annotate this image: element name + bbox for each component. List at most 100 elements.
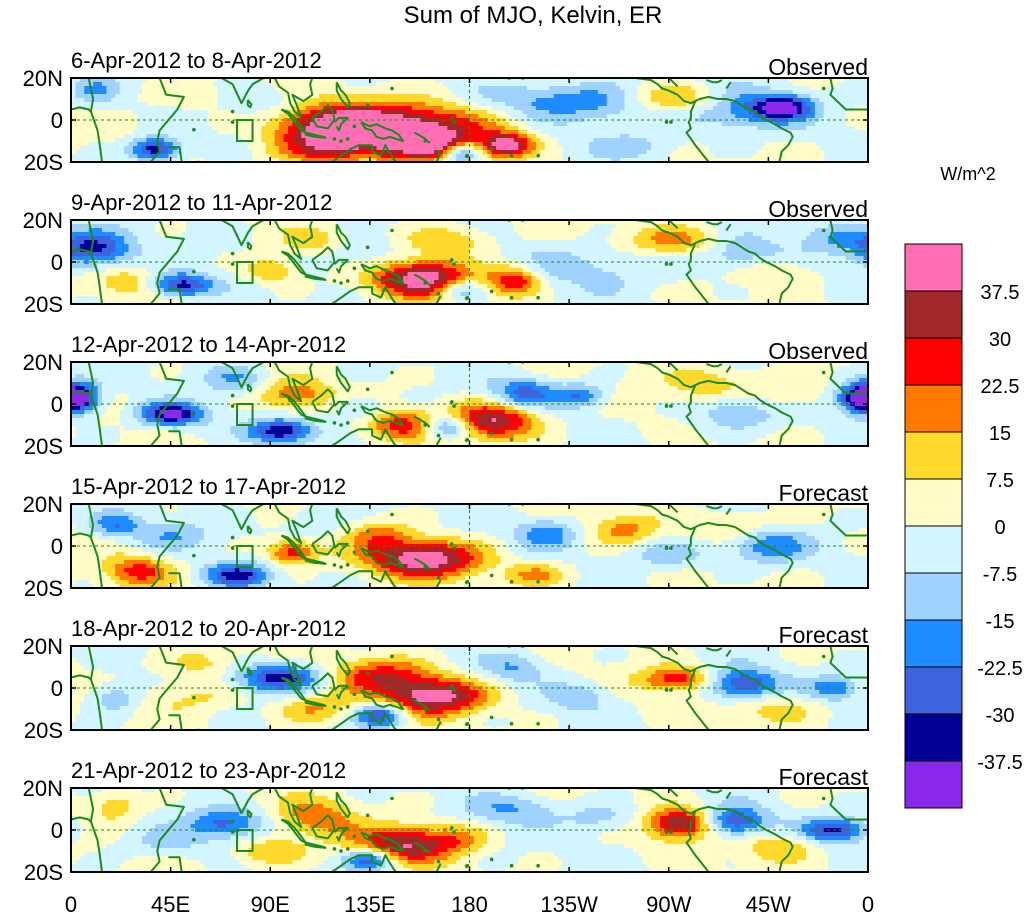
field-cell — [261, 138, 276, 143]
field-cell — [522, 150, 533, 155]
field-cell — [380, 154, 409, 159]
coastline — [221, 220, 265, 247]
field-cell — [336, 366, 400, 371]
field-cell — [442, 430, 457, 435]
field-cell — [181, 370, 209, 375]
field-cell — [190, 568, 201, 573]
field-cell — [274, 134, 285, 139]
field-cell — [504, 836, 599, 841]
field-cell — [141, 816, 178, 821]
field-cell — [708, 98, 723, 103]
field-cell — [221, 572, 254, 577]
field-cell — [469, 118, 488, 123]
field-cell — [823, 442, 868, 446]
field-cell — [491, 726, 497, 730]
field-cell — [389, 654, 409, 659]
field-cell — [398, 702, 404, 707]
field-cell — [150, 844, 192, 849]
field-cell — [287, 374, 311, 379]
field-cell — [349, 702, 373, 707]
field-cell — [487, 568, 506, 573]
field-cell — [531, 252, 572, 257]
field-cell — [403, 552, 444, 557]
field-cell — [566, 430, 643, 435]
field-cell — [407, 272, 440, 277]
field-cell — [208, 382, 254, 387]
field-cell — [509, 220, 705, 225]
field-cell — [473, 146, 484, 151]
field-cell — [71, 86, 77, 91]
field-cell — [447, 272, 462, 277]
field-cell — [434, 366, 524, 371]
field-cell — [708, 414, 772, 419]
field-cell — [646, 722, 829, 727]
coastline — [335, 507, 351, 535]
field-cell — [863, 248, 868, 253]
field-cell — [713, 540, 723, 545]
x-axis: 0 45E 90E 135E 180 135W 90W 45W 0 — [65, 892, 874, 917]
coastline — [321, 854, 398, 872]
island-dot — [821, 86, 826, 91]
field-cell — [372, 572, 386, 577]
field-cell — [806, 836, 816, 841]
field-cell — [256, 516, 293, 521]
field-cell — [761, 106, 798, 111]
field-cell — [575, 516, 617, 521]
field-cell — [420, 248, 471, 253]
field-cell — [385, 694, 400, 699]
field-cell — [270, 832, 307, 837]
field-cell — [726, 244, 781, 249]
field-cell — [212, 662, 231, 667]
field-cell — [146, 414, 156, 419]
field-cell — [115, 674, 161, 679]
field-cell — [544, 276, 559, 281]
field-cell — [71, 426, 77, 431]
field-cell — [730, 860, 776, 865]
field-cell — [496, 548, 510, 553]
field-cell — [823, 106, 856, 111]
field-cell — [71, 524, 77, 529]
field-cell — [106, 86, 121, 91]
field-cell — [624, 374, 665, 379]
field-cell — [292, 150, 307, 155]
field-cell — [438, 272, 448, 277]
field-cell — [859, 840, 868, 845]
field-cell — [305, 848, 373, 853]
field-cell — [292, 244, 324, 249]
field-cell — [208, 726, 271, 730]
field-cell — [748, 292, 825, 297]
field-cell — [504, 540, 519, 545]
field-cell — [146, 146, 161, 151]
field-cell — [695, 820, 701, 825]
field-cell — [403, 292, 431, 297]
field-cell — [279, 90, 453, 95]
field-cell — [248, 808, 267, 813]
field-cell — [101, 508, 125, 513]
field-cell — [518, 138, 528, 143]
field-cell — [137, 126, 214, 131]
field-cell — [726, 90, 794, 95]
field-cell — [403, 702, 413, 707]
field-cell — [287, 268, 302, 273]
field-cell — [358, 670, 413, 675]
field-cell — [535, 142, 546, 147]
field-cell — [757, 540, 798, 545]
field-cell — [265, 808, 280, 813]
field-cell — [642, 714, 763, 719]
field-cell — [88, 690, 112, 695]
field-cell — [403, 442, 422, 446]
field-cell — [779, 792, 838, 797]
field-cell — [345, 836, 369, 841]
field-cell — [460, 706, 475, 711]
field-cell — [482, 94, 555, 99]
field-cell — [106, 800, 130, 805]
field-cell — [487, 394, 502, 399]
field-cell — [766, 434, 825, 439]
field-cell — [761, 552, 794, 557]
field-cell — [323, 694, 364, 699]
panel-status-label: Observed — [768, 196, 868, 222]
field-cell — [478, 694, 488, 699]
field-cell — [438, 666, 462, 671]
field-cell — [71, 82, 77, 87]
field-cell — [256, 378, 267, 383]
